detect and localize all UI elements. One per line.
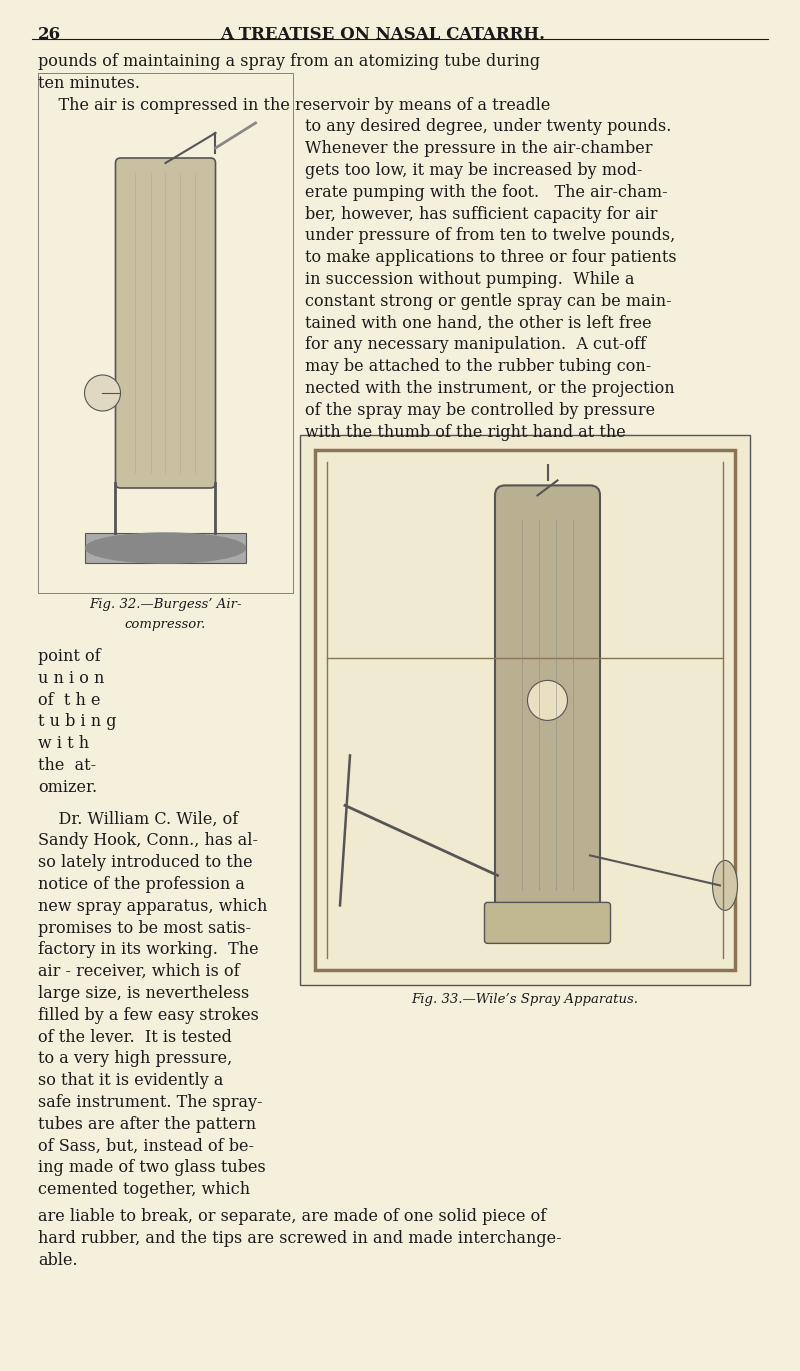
Text: t u b i n g: t u b i n g: [38, 713, 117, 731]
Text: notice of the profession a: notice of the profession a: [38, 876, 245, 893]
Text: ing made of two glass tubes: ing made of two glass tubes: [38, 1160, 266, 1176]
Text: to any desired degree, under twenty pounds.: to any desired degree, under twenty poun…: [305, 118, 671, 136]
Text: the  at-: the at-: [38, 757, 96, 775]
FancyBboxPatch shape: [86, 533, 246, 563]
Text: The air is compressed in the reservoir by means of a treadle: The air is compressed in the reservoir b…: [38, 96, 550, 114]
Text: Fig. 33.—Wile’s Spray Apparatus.: Fig. 33.—Wile’s Spray Apparatus.: [411, 994, 638, 1006]
Text: promises to be most satis-: promises to be most satis-: [38, 920, 251, 936]
FancyBboxPatch shape: [115, 158, 215, 488]
Text: so lately introduced to the: so lately introduced to the: [38, 854, 253, 871]
Text: of  t h e: of t h e: [38, 691, 101, 709]
Text: constant strong or gentle spray can be main-: constant strong or gentle spray can be m…: [305, 293, 672, 310]
Text: under pressure of from ten to twelve pounds,: under pressure of from ten to twelve pou…: [305, 228, 675, 244]
Text: may be attached to the rubber tubing con-: may be attached to the rubber tubing con…: [305, 358, 651, 376]
FancyBboxPatch shape: [300, 436, 750, 986]
Text: cemented together, which: cemented together, which: [38, 1182, 250, 1198]
Text: air - receiver, which is of: air - receiver, which is of: [38, 964, 240, 980]
Text: tained with one hand, the other is left free: tained with one hand, the other is left …: [305, 314, 652, 332]
FancyBboxPatch shape: [38, 73, 293, 594]
Text: are liable to break, or separate, are made of one solid piece of: are liable to break, or separate, are ma…: [38, 1208, 546, 1226]
Text: pounds of maintaining a spray from an atomizing tube during: pounds of maintaining a spray from an at…: [38, 53, 540, 70]
Text: Sandy Hook, Conn., has al-: Sandy Hook, Conn., has al-: [38, 832, 258, 850]
Text: to make applications to three or four patients: to make applications to three or four pa…: [305, 250, 677, 266]
Text: erate pumping with the foot.   The air-cham-: erate pumping with the foot. The air-cha…: [305, 184, 668, 200]
Text: Dr. William C. Wile, of: Dr. William C. Wile, of: [38, 810, 238, 828]
Ellipse shape: [713, 861, 738, 910]
Text: of the lever.  It is tested: of the lever. It is tested: [38, 1028, 232, 1046]
Text: 26: 26: [38, 26, 61, 43]
FancyBboxPatch shape: [485, 902, 610, 943]
Text: to a very high pressure,: to a very high pressure,: [38, 1050, 232, 1068]
Text: nected with the instrument, or the projection: nected with the instrument, or the proje…: [305, 380, 674, 398]
Text: u n i o n: u n i o n: [38, 670, 104, 687]
Ellipse shape: [86, 533, 246, 563]
Text: of Sass, but, instead of be-: of Sass, but, instead of be-: [38, 1138, 254, 1154]
Text: able.: able.: [38, 1252, 78, 1268]
Text: safe instrument. The spray-: safe instrument. The spray-: [38, 1094, 262, 1111]
Text: A TREATISE ON NASAL CATARRH.: A TREATISE ON NASAL CATARRH.: [220, 26, 545, 43]
Text: tubes are after the pattern: tubes are after the pattern: [38, 1116, 256, 1132]
Text: hard rubber, and the tips are screwed in and made interchange-: hard rubber, and the tips are screwed in…: [38, 1230, 562, 1246]
Text: ber, however, has sufficient capacity for air: ber, however, has sufficient capacity fo…: [305, 206, 658, 222]
Text: so that it is evidently a: so that it is evidently a: [38, 1072, 223, 1089]
Text: in succession without pumping.  While a: in succession without pumping. While a: [305, 271, 634, 288]
Text: of the spray may be controlled by pressure: of the spray may be controlled by pressu…: [305, 402, 655, 418]
Text: new spray apparatus, which: new spray apparatus, which: [38, 898, 267, 914]
Text: for any necessary manipulation.  A cut-off: for any necessary manipulation. A cut-of…: [305, 336, 646, 354]
Text: ten minutes.: ten minutes.: [38, 75, 140, 92]
Text: factory in its working.  The: factory in its working. The: [38, 942, 258, 958]
Text: Whenever the pressure in the air-chamber: Whenever the pressure in the air-chamber: [305, 140, 653, 158]
Text: point of: point of: [38, 648, 101, 665]
Text: Fig. 32.—Burgess’ Air-: Fig. 32.—Burgess’ Air-: [90, 598, 242, 611]
Text: large size, is nevertheless: large size, is nevertheless: [38, 984, 250, 1002]
Text: filled by a few easy strokes: filled by a few easy strokes: [38, 1006, 259, 1024]
Text: omizer.: omizer.: [38, 779, 97, 795]
FancyBboxPatch shape: [315, 451, 735, 971]
Circle shape: [527, 680, 567, 720]
Text: compressor.: compressor.: [125, 618, 206, 631]
Text: w i t h: w i t h: [38, 735, 89, 753]
Text: with the thumb of the right hand at the: with the thumb of the right hand at the: [305, 424, 626, 440]
Text: gets too low, it may be increased by mod-: gets too low, it may be increased by mod…: [305, 162, 642, 180]
Circle shape: [85, 376, 121, 411]
FancyBboxPatch shape: [495, 485, 600, 916]
